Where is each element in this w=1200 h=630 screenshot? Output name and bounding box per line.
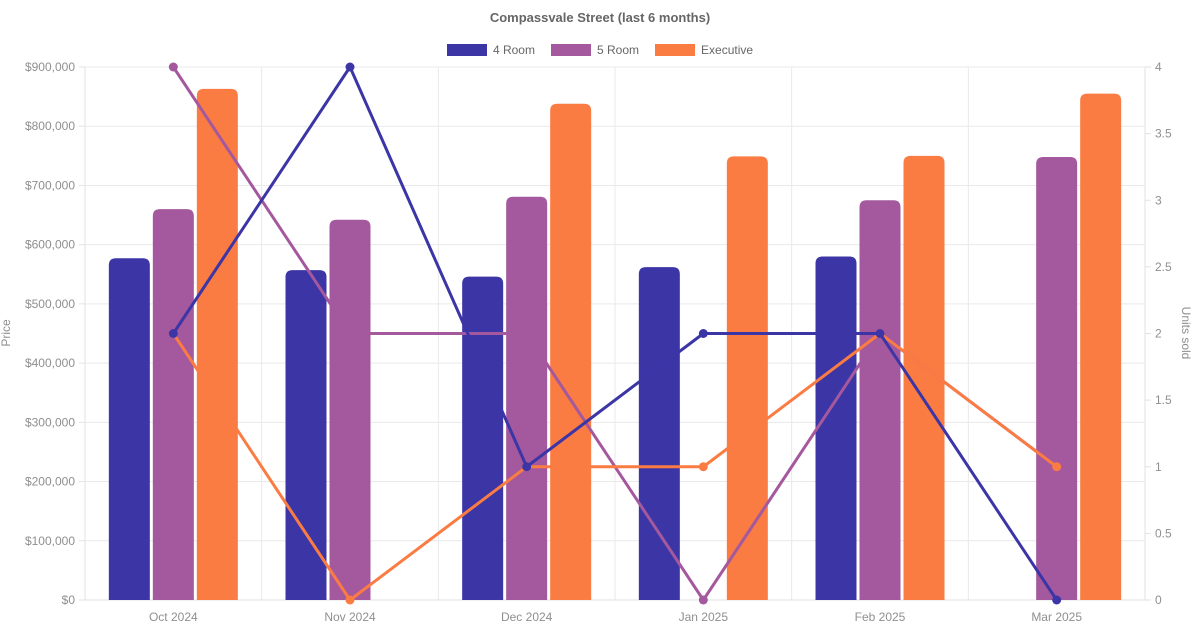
bar-4-room-feb-2025[interactable] <box>815 256 857 600</box>
x-tick-label-oct-2024: Oct 2024 <box>149 610 198 624</box>
bar-5-room-oct-2024[interactable] <box>152 209 194 600</box>
y-right-tick-label: 2 <box>1155 327 1162 341</box>
x-tick-label-jan-2025: Jan 2025 <box>679 610 729 624</box>
bar-5-room-mar-2025[interactable] <box>1036 157 1078 601</box>
bar-executive-mar-2025[interactable] <box>1080 93 1122 601</box>
bar-executive-dec-2024[interactable] <box>550 103 592 601</box>
y-right-tick-label: 1.5 <box>1155 393 1172 407</box>
legend-swatch-executive-icon <box>655 44 696 56</box>
y-right-tick-label: 3.5 <box>1155 127 1172 141</box>
legend-swatch-4-room-icon <box>446 44 487 56</box>
bar-5-room-nov-2024[interactable] <box>329 219 371 600</box>
bar-4-room-nov-2024[interactable] <box>285 270 327 600</box>
y-left-tick-label: $800,000 <box>25 119 75 133</box>
point-5-room-jan-2025[interactable] <box>698 595 708 605</box>
y-right-tick-label: 2.5 <box>1155 260 1172 274</box>
bar-5-room-feb-2025[interactable] <box>859 200 901 600</box>
y-right-tick-label: 3 <box>1155 193 1162 207</box>
legend-label-executive: Executive <box>701 43 754 57</box>
bar-4-room-dec-2024[interactable] <box>462 276 504 600</box>
legend-item-5-room[interactable]: 5 Room <box>550 43 640 57</box>
x-tick-label-nov-2024: Nov 2024 <box>324 610 376 624</box>
point-executive-nov-2024[interactable] <box>345 595 355 605</box>
line-4-room <box>171 65 1059 602</box>
y-right-tick-label: 4 <box>1155 60 1162 74</box>
point-4-room-dec-2024[interactable] <box>522 462 532 472</box>
y-right-tick-label: 1 <box>1155 460 1162 474</box>
bar-executive-jan-2025[interactable] <box>726 156 768 601</box>
point-executive-jan-2025[interactable] <box>698 462 708 472</box>
point-executive-mar-2025[interactable] <box>1052 462 1062 472</box>
y-left-tick-label: $900,000 <box>25 60 75 74</box>
y-left-tick-label: $700,000 <box>25 178 75 192</box>
bar-4-room-oct-2024[interactable] <box>108 258 150 600</box>
legend: 4 Room 5 Room Executive <box>0 42 1200 58</box>
point-4-room-nov-2024[interactable] <box>345 62 355 72</box>
bar-executive-oct-2024[interactable] <box>196 88 238 600</box>
point-4-room-jan-2025[interactable] <box>698 329 708 338</box>
legend-label-4-room: 4 Room <box>492 43 535 57</box>
legend-swatch-5-room-icon <box>550 44 591 56</box>
y-left-tick-label: $500,000 <box>25 297 75 311</box>
y-right-tick-label: 0.5 <box>1155 526 1172 540</box>
y-left-tick-label: $600,000 <box>25 238 75 252</box>
chart-title: Compassvale Street (last 6 months) <box>489 10 711 25</box>
point-4-room-oct-2024[interactable] <box>168 329 178 338</box>
y-left-tick-label: $0 <box>62 593 76 607</box>
point-4-room-mar-2025[interactable] <box>1052 595 1062 605</box>
legend-item-4-room[interactable]: 4 Room <box>446 43 535 57</box>
y-right-tick-label: 0 <box>1155 593 1162 607</box>
legend-label-5-room: 5 Room <box>596 43 640 57</box>
y-left-tick-label: $100,000 <box>25 534 75 548</box>
bar-executive-feb-2025[interactable] <box>903 155 945 601</box>
y-left-tick-label: $200,000 <box>25 475 75 489</box>
legend-item-executive[interactable]: Executive <box>655 44 753 56</box>
line-executive <box>171 332 1059 602</box>
x-tick-label-dec-2024: Dec 2024 <box>501 610 553 624</box>
x-tick-label-feb-2025: Feb 2025 <box>855 610 906 624</box>
bar-5-room-dec-2024[interactable] <box>506 196 548 601</box>
bar-4-room-jan-2025[interactable] <box>638 267 680 600</box>
point-5-room-dec-2024[interactable] <box>522 329 532 338</box>
y-left-tick-label: $300,000 <box>25 415 75 429</box>
point-5-room-oct-2024[interactable] <box>168 62 178 72</box>
y-left-tick-label: $400,000 <box>25 356 75 370</box>
x-tick-label-mar-2025: Mar 2025 <box>1031 610 1082 624</box>
point-4-room-feb-2025[interactable] <box>875 329 885 338</box>
point-5-room-nov-2024[interactable] <box>345 329 355 338</box>
